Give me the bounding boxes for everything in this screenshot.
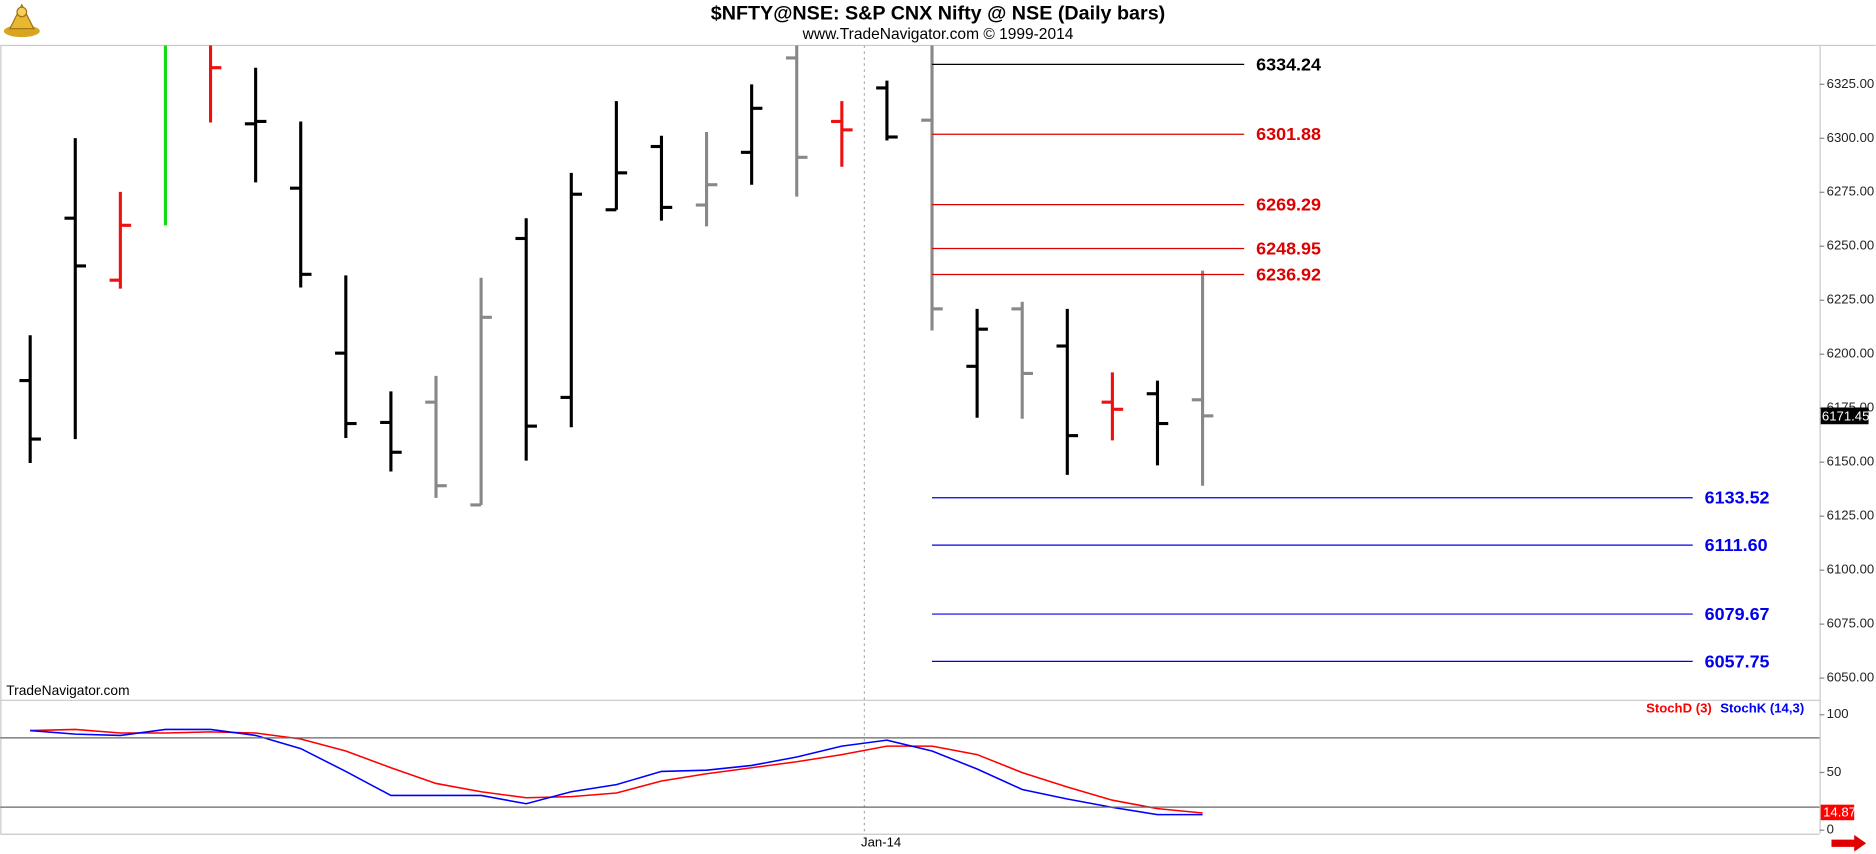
last-value-box (1820, 804, 1855, 821)
y-tick-label: 6275.00 (1827, 184, 1875, 199)
x-tick-label: Jan-14 (861, 835, 901, 850)
level-label: 6057.75 (1705, 651, 1770, 671)
scroll-arrow[interactable] (1831, 834, 1867, 852)
y-tick-label: 6200.00 (1827, 346, 1875, 361)
chart-subtitle: www.TradeNavigator.com © 1999-2014 (802, 26, 1074, 43)
level-label: 6111.60 (1705, 535, 1768, 555)
level-label: 6236.92 (1256, 264, 1321, 284)
level-label: 6079.67 (1705, 604, 1770, 624)
last-price-box (1820, 407, 1869, 425)
legend-entry: StochD (3) (1646, 701, 1712, 716)
chart-title: $NFTY@NSE: S&P CNX Nifty @ NSE (Daily ba… (711, 3, 1165, 25)
y-tick-label: 6125.00 (1827, 508, 1875, 523)
y-tick-label: 6050.00 (1827, 670, 1875, 685)
logo (3, 3, 40, 38)
last-price-label: 6171.45 (1822, 409, 1870, 424)
level-label: 6301.88 (1256, 124, 1321, 144)
stoch-line (30, 728, 1203, 816)
level-label: 6269.29 (1256, 195, 1321, 215)
y-tick-label: 6300.00 (1827, 130, 1875, 145)
y-tick-label: 6150.00 (1827, 454, 1875, 469)
level-label: 6133.52 (1705, 488, 1770, 508)
y-tick-label: 100 (1827, 706, 1849, 721)
y-tick-label: 6225.00 (1827, 292, 1875, 307)
y-tick-label: 6075.00 (1827, 616, 1875, 631)
y-tick-label: 6325.00 (1827, 76, 1875, 91)
legend-entry: StochK (14,3) (1720, 701, 1804, 716)
level-label: 6248.95 (1256, 238, 1321, 258)
watermark: TradeNavigator.com (6, 683, 129, 698)
stoch-line (30, 728, 1203, 814)
y-tick-label: 50 (1827, 764, 1842, 779)
level-label: 6334.24 (1256, 54, 1321, 74)
y-tick-label: 0 (1827, 822, 1834, 837)
last-value-label: 14.87 (1823, 805, 1856, 820)
y-tick-label: 6250.00 (1827, 238, 1875, 253)
price-plot (19, 45, 1214, 507)
stoch-plot (30, 728, 1203, 816)
y-tick-label: 6100.00 (1827, 562, 1875, 577)
